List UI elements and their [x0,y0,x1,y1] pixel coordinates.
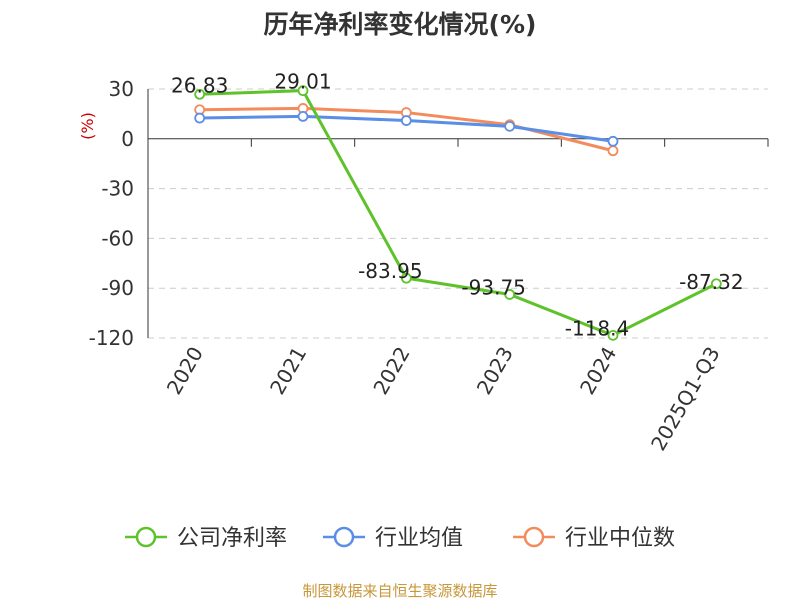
data-point [297,85,309,97]
x-tick-label: 2022 [368,343,414,399]
x-tick-label: 2021 [265,343,311,399]
legend-item[interactable]: 行业均值 [323,526,463,551]
data-point [400,115,412,126]
legend-item[interactable]: 公司净利率 [125,526,287,551]
data-label: -87.32 [679,270,743,294]
legend-label: 行业中位数 [565,526,675,551]
legend-item[interactable]: 行业中位数 [513,526,675,551]
y-axis-label: (%) [78,112,97,140]
data-point [297,110,309,122]
data-label: 26.83 [171,73,228,97]
legend-label: 行业均值 [375,526,463,551]
x-tick-label: 2025Q1-Q3 [646,343,725,455]
chart-title: 历年净利率变化情况(%) [264,10,537,39]
data-labels: 26.83 29.01 -83.95 -93.75 -118.4 -87.32 [171,70,744,341]
data-point [607,329,619,341]
data-point [607,145,619,157]
data-label: -118.4 [565,316,629,340]
data-point [194,112,206,124]
data-label: -83.95 [358,259,422,283]
data-label: -93.75 [461,275,525,299]
series-layer [194,85,722,341]
gridlines [148,88,768,339]
legend-marker [333,526,355,548]
source-note: 制图数据来自恒生聚源数据库 [302,582,497,600]
data-point [400,272,412,284]
y-tick-label: -90 [101,276,134,300]
y-tick-label: -120 [89,326,134,350]
y-tick-label: -60 [101,226,134,250]
legend-label: 公司净利率 [177,526,287,551]
legend-marker [135,526,157,548]
y-tick-label: 30 [109,77,134,101]
x-tick-label: 2024 [575,343,621,399]
legend[interactable]: 公司净利率 行业均值 行业中位数 [125,526,675,551]
legend-marker [523,526,545,548]
data-point [607,135,619,147]
data-point [194,88,206,100]
y-tick-label: 0 [121,127,134,151]
data-label: 29.01 [274,70,331,94]
x-tick-label: 2020 [162,343,208,399]
data-point [710,278,722,290]
y-tick-label: -30 [101,177,134,201]
x-tick-label: 2023 [472,343,518,399]
data-point [504,289,516,300]
data-point [504,120,516,132]
axes: 30 0 -30 -60 -90 -120 2020 2021 2022 2023 2024 2025… [89,77,769,455]
series-line [199,89,718,337]
